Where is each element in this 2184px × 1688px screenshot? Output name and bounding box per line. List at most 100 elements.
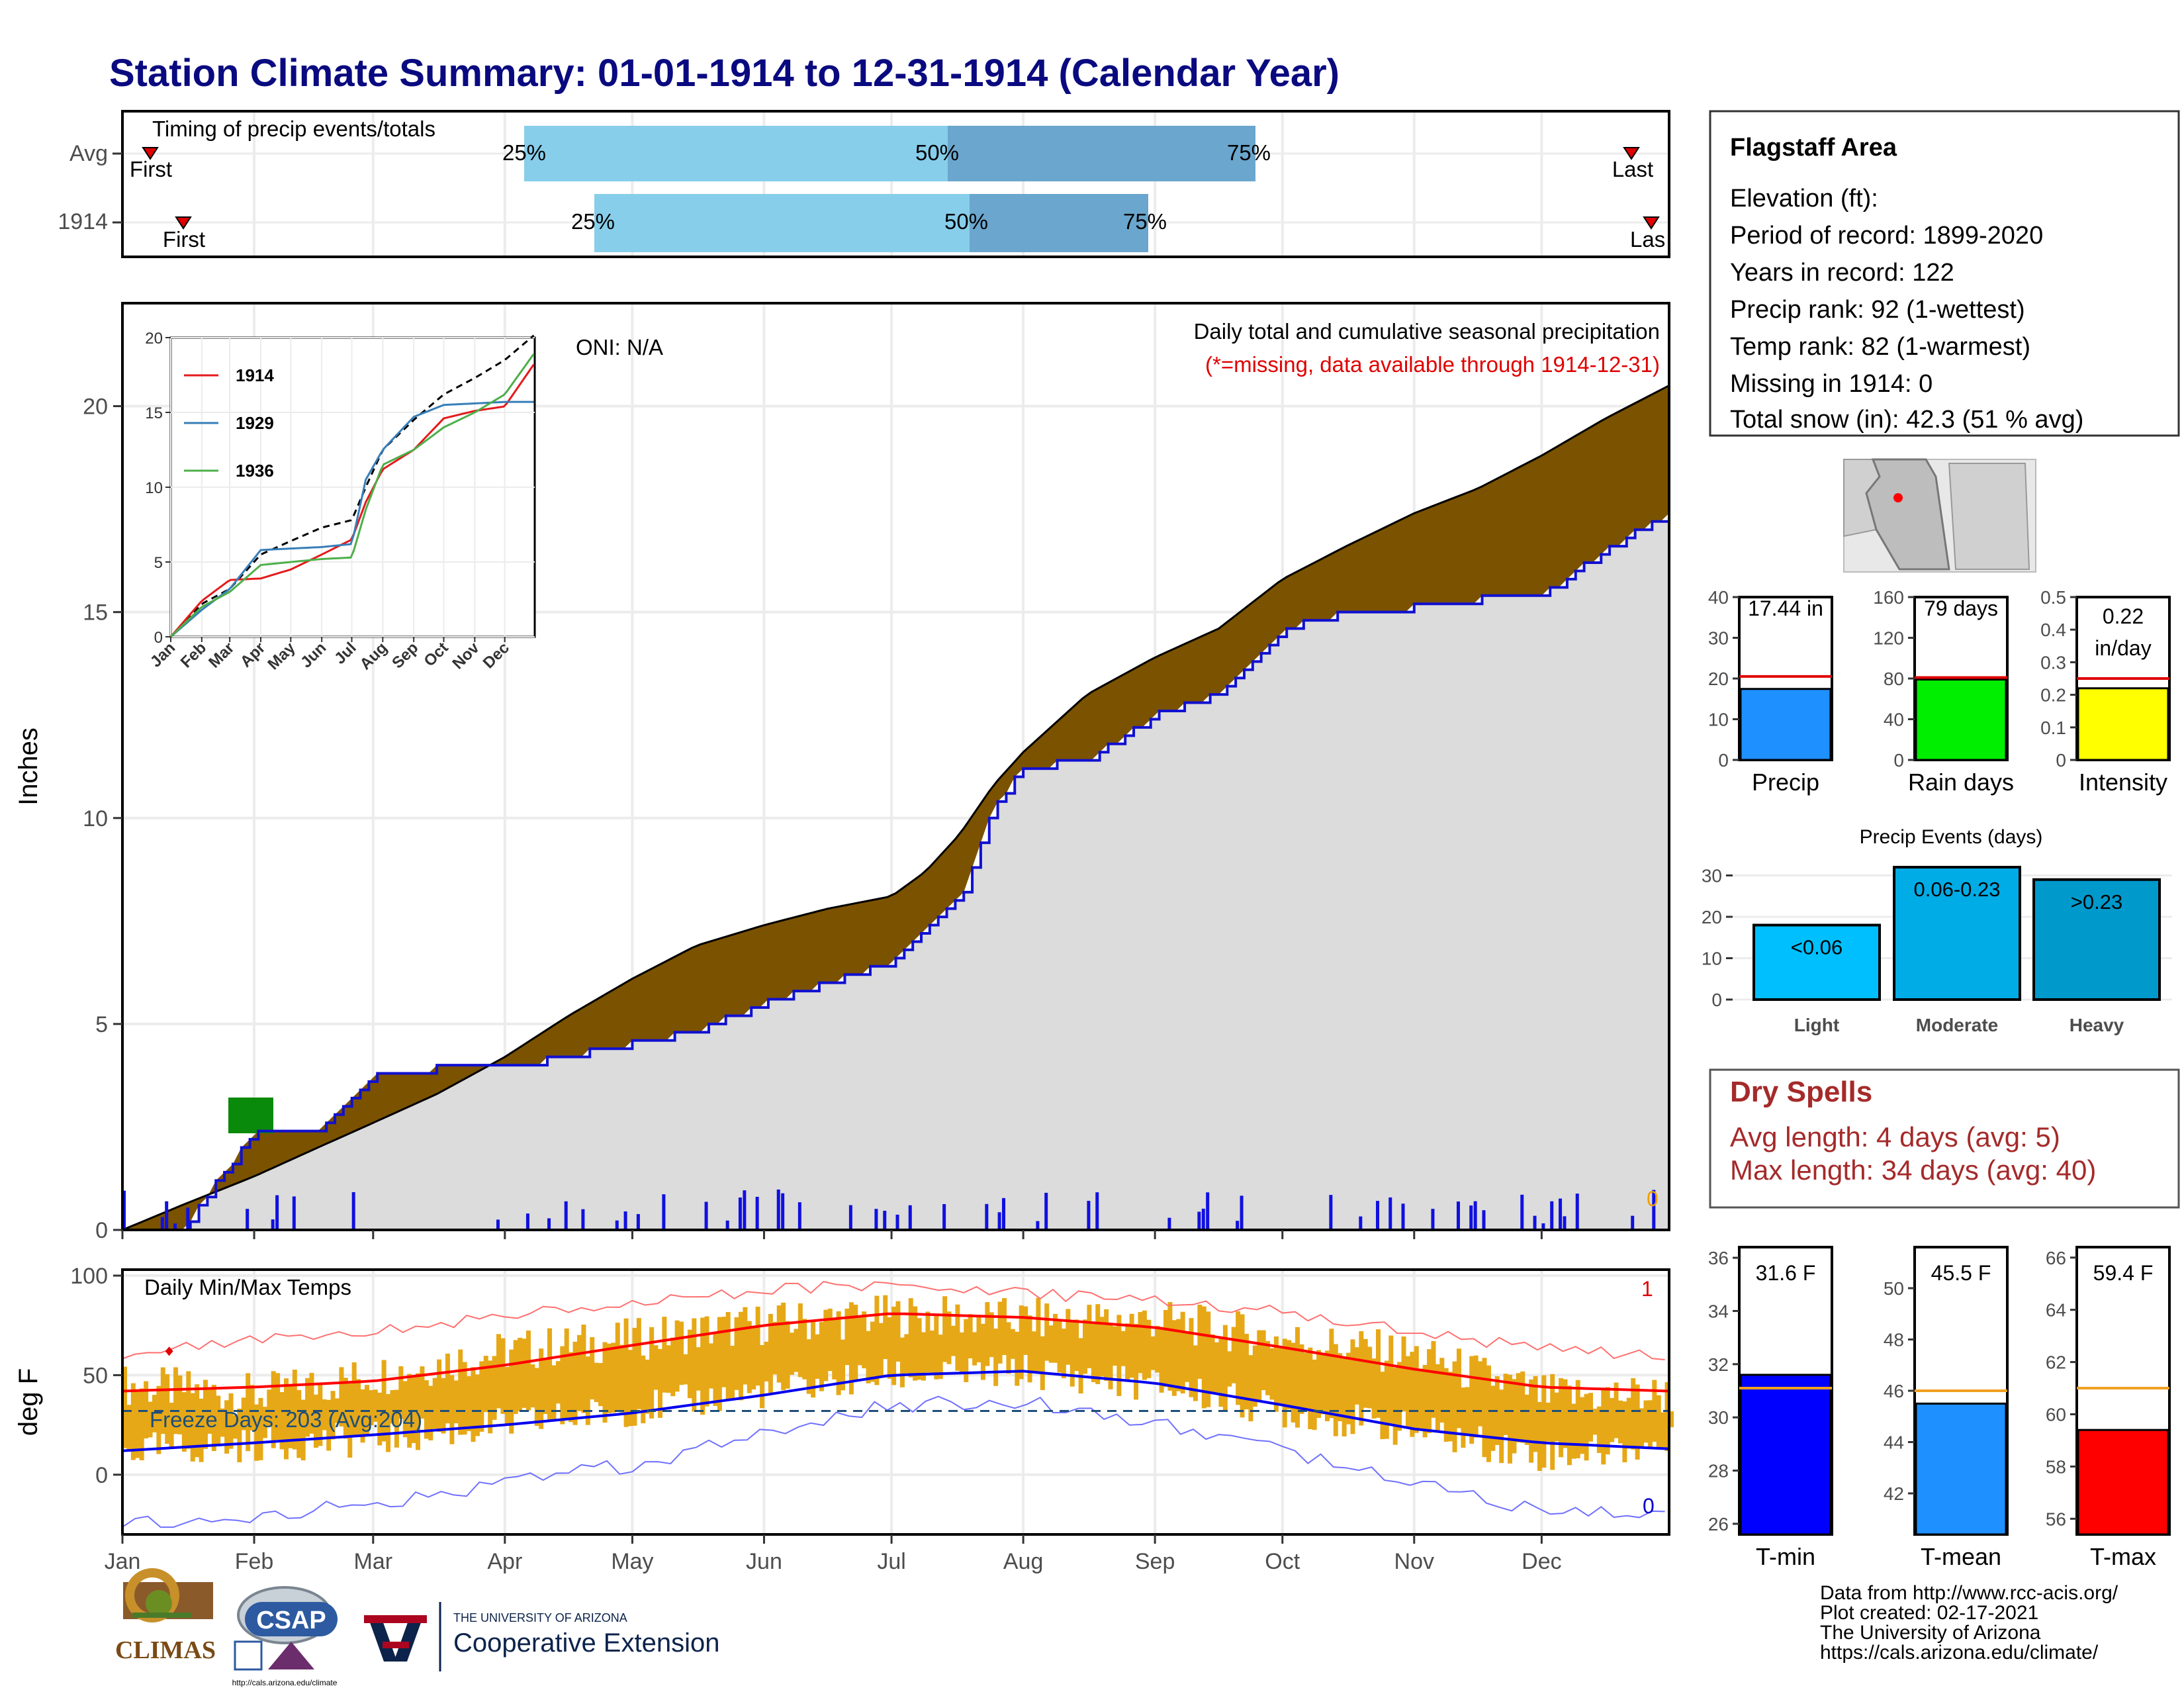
- summary-t-min-y-tick: 36: [1708, 1248, 1729, 1268]
- daily-temp-bar: [364, 1385, 369, 1434]
- daily-temp-bar: [330, 1391, 336, 1440]
- daily-temp-bar: [373, 1389, 378, 1422]
- daily-temp-bar: [1435, 1364, 1440, 1431]
- timing-row-label-1914: 1914: [58, 209, 108, 234]
- daily-temp-bar: [1371, 1358, 1377, 1419]
- daily-temp-bar: [216, 1395, 221, 1446]
- daily-temp-bar: [258, 1397, 263, 1460]
- daily-temp-bar: [1222, 1325, 1228, 1411]
- daily-temp-bar: [878, 1323, 884, 1378]
- daily-precip-bar: [1236, 1221, 1240, 1230]
- daily-temp-bar: [1312, 1359, 1317, 1430]
- daily-temp-bar: [615, 1323, 620, 1410]
- daily-temp-bar: [152, 1395, 157, 1432]
- daily-precip-bar: [997, 1212, 1001, 1230]
- daily-temp-bar: [1010, 1329, 1015, 1359]
- daily-temp-bar: [1044, 1303, 1050, 1361]
- daily-temp-bar: [823, 1309, 829, 1382]
- daily-temp-bar: [1422, 1364, 1428, 1438]
- dry-spells-avg: Avg length: 4 days (avg: 5): [1730, 1121, 2060, 1152]
- station-info-box: Flagstaff Area Elevation (ft): Period of…: [1709, 110, 2180, 437]
- daily-temp-bar: [181, 1392, 187, 1452]
- daily-temp-bar: [670, 1337, 676, 1397]
- daily-precip-bar: [271, 1219, 275, 1230]
- daily-temp-bar: [1486, 1365, 1491, 1462]
- inset-legend-label: 1929: [236, 413, 274, 433]
- daily-temp-bar: [1027, 1315, 1032, 1383]
- rain-days-label: 79 days: [1924, 596, 1998, 620]
- daily-temp-bar: [1320, 1354, 1326, 1415]
- temp-y-tick: 50: [83, 1363, 108, 1388]
- daily-temp-bar: [169, 1403, 174, 1450]
- summary-rain-days-y-tick: 0: [1893, 750, 1904, 771]
- summary-t-min-value: 31.6 F: [1756, 1261, 1816, 1285]
- daily-temp-bar: [1074, 1319, 1079, 1372]
- daily-temp-bar: [1427, 1349, 1432, 1433]
- summary-t-max-category: T-max: [2090, 1543, 2156, 1570]
- daily-precip-bar: [1520, 1194, 1524, 1230]
- month-tick: Sep: [1135, 1549, 1175, 1574]
- summary-t-max-y-tick: 56: [2046, 1509, 2066, 1529]
- daily-temp-bar: [721, 1317, 727, 1387]
- daily-temp-bar: [1146, 1319, 1152, 1378]
- daily-precip-bar: [848, 1205, 852, 1230]
- daily-temp-bar: [220, 1408, 225, 1437]
- daily-temp-bar: [1622, 1401, 1627, 1463]
- daily-temp-bar: [1227, 1351, 1232, 1387]
- summary-rain-days-bar: [1915, 679, 2007, 761]
- page-title: Station Climate Summary: 01-01-1914 to 1…: [109, 52, 1340, 95]
- daily-temp-bar: [522, 1338, 527, 1408]
- daily-precip-bar: [1563, 1216, 1567, 1230]
- daily-temp-bar: [1499, 1389, 1504, 1464]
- daily-temp-bar: [246, 1373, 251, 1452]
- daily-precip-bar: [165, 1201, 169, 1230]
- daily-temp-bar: [1431, 1341, 1436, 1418]
- daily-temp-bar: [343, 1378, 348, 1439]
- daily-precip-bar: [908, 1205, 912, 1230]
- daily-precip-bar: [615, 1220, 619, 1230]
- precip-y-axis-label: Inches: [14, 727, 43, 806]
- daily-temp-bar: [1635, 1384, 1640, 1460]
- timing-avg-first: First: [130, 157, 172, 181]
- timing-1914-bar-early: [594, 194, 970, 252]
- daily-temp-bar: [776, 1305, 782, 1383]
- precip-y-tick: 15: [83, 600, 108, 626]
- daily-precip-bar: [725, 1220, 729, 1230]
- daily-temp-bar: [1473, 1355, 1479, 1438]
- daily-temp-bar: [1452, 1361, 1457, 1452]
- daily-precip-bar: [1550, 1201, 1554, 1230]
- daily-temp-bar: [641, 1355, 646, 1424]
- summary-t-mean-y-tick: 42: [1884, 1483, 1904, 1504]
- daily-temp-bar: [611, 1342, 616, 1413]
- daily-temp-bar: [126, 1405, 132, 1451]
- summary-intensity-y-tick: 0.4: [2040, 620, 2066, 640]
- daily-temp-bar: [144, 1381, 149, 1439]
- daily-temp-bar: [713, 1332, 718, 1406]
- daily-precip-bar: [704, 1201, 708, 1230]
- daily-precip-bar: [781, 1193, 785, 1230]
- daily-temp-bar: [815, 1334, 820, 1379]
- daily-temp-bar: [576, 1335, 582, 1411]
- temp-count-bottom: 0: [1643, 1494, 1655, 1518]
- daily-temp-bar: [572, 1341, 578, 1425]
- precip-y-tick: 20: [83, 395, 108, 420]
- precip-y-tick: 5: [95, 1012, 108, 1037]
- temp-title: Daily Min/Max Temps: [144, 1275, 351, 1299]
- month-tick: Nov: [1394, 1549, 1434, 1574]
- daily-temp-bar: [1465, 1387, 1470, 1436]
- daily-temp-bar: [394, 1389, 399, 1448]
- daily-temp-bar: [832, 1319, 837, 1380]
- daily-temp-bar: [1185, 1332, 1190, 1382]
- station-precip-rank: Precip rank: 92 (1-wettest): [1730, 296, 2025, 324]
- daily-temp-bar: [1095, 1304, 1101, 1384]
- daily-temp-bar: [1324, 1350, 1330, 1421]
- daily-precip-bar: [1329, 1195, 1333, 1230]
- daily-temp-bar: [976, 1317, 981, 1363]
- daily-temp-bar: [530, 1364, 535, 1408]
- month-tick: Aug: [1003, 1549, 1044, 1574]
- csap-url: http://cals.arizona.edu/climate: [232, 1678, 338, 1687]
- daily-precip-bar: [1541, 1223, 1545, 1230]
- daily-temp-bar: [534, 1368, 539, 1427]
- daily-temp-bar: [1592, 1409, 1598, 1435]
- daily-temp-bar: [1367, 1346, 1373, 1409]
